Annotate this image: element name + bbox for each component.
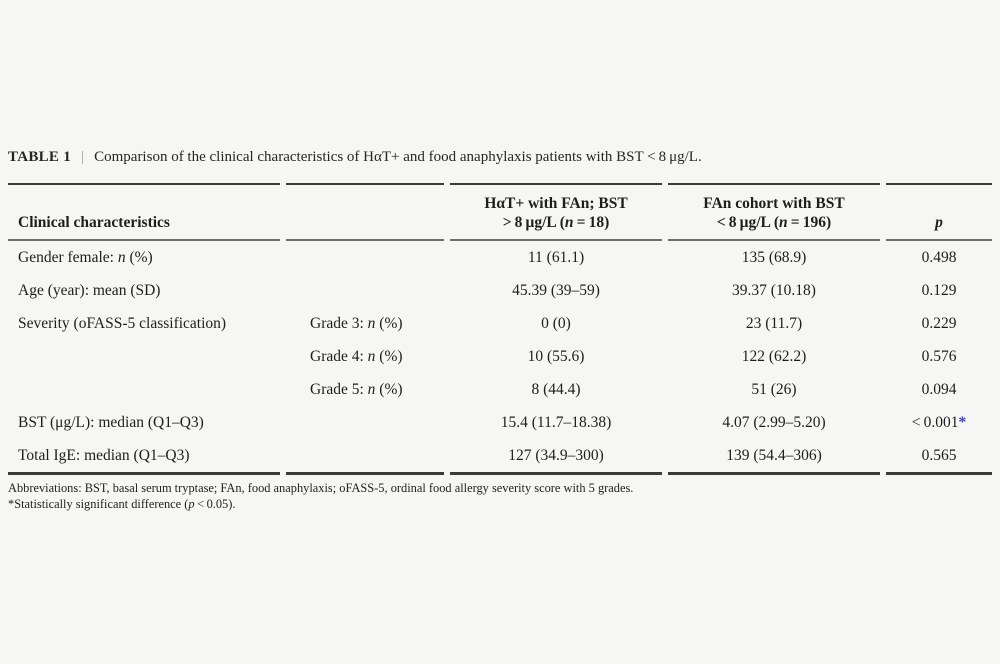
cell-fan: 135 (68.9) — [741, 249, 807, 266]
header-clinical-characteristics: Clinical characteristics — [8, 183, 280, 241]
table-row: Grade 4: n (%) 10 (55.6) 122 (62.2) 0.576 — [8, 340, 992, 373]
significance-star: * — [958, 414, 967, 431]
footnote-abbreviations: Abbreviations: BST, basal serum tryptase… — [8, 481, 634, 495]
header-subcategory-empty — [286, 183, 444, 241]
page: TABLE 1 | Comparison of the clinical chara… — [2, 147, 998, 512]
cell-label: Total IgE: median (Q1–Q3) — [8, 439, 280, 475]
cell-fan: 139 (54.4–306) — [668, 439, 880, 475]
cell-p: 0.576 — [921, 348, 957, 365]
table-body: Gender female: n (%) 11 (61.1) 135 (68.9) 0… — [8, 241, 992, 475]
cell-sub — [286, 439, 444, 475]
cell-hat: 11 (61.1) — [527, 249, 585, 266]
caption-text: Comparison of the clinical characteristi… — [94, 149, 702, 165]
table-number-label: TABLE 1 — [8, 149, 72, 165]
table-row: BST (μg/L): median (Q1–Q3) 15.4 (11.7–18.… — [8, 406, 992, 439]
cell-p: 0.229 — [921, 315, 957, 332]
cell-label — [8, 373, 280, 406]
cell-p: 0.565 — [886, 439, 992, 475]
cell-fan: 4.07 (2.99–5.20) — [722, 414, 826, 431]
cell-label: Age (year): mean (SD) — [18, 282, 161, 299]
cell-p: < 0.001* — [911, 414, 967, 431]
cell-label — [8, 340, 280, 373]
header-p-value: p — [886, 183, 992, 241]
cell-sub: Grade 3: n (%) — [310, 315, 403, 332]
cell-sub — [286, 406, 444, 439]
cell-sub: Grade 4: n (%) — [310, 348, 403, 365]
table-row: Gender female: n (%) 11 (61.1) 135 (68.9) 0… — [8, 241, 992, 274]
cell-label: Gender female: n (%) — [18, 249, 153, 266]
cell-label: Severity (oFASS-5 classification) — [18, 315, 227, 332]
cell-sub — [286, 241, 444, 274]
cell-fan: 122 (62.2) — [741, 348, 807, 365]
header-fan-cohort: FAn cohort with BST < 8 μg/L (n = 196) — [668, 183, 880, 241]
table-row: Age (year): mean (SD) 45.39 (39–59) 39.37 … — [8, 274, 992, 307]
cell-hat: 15.4 (11.7–18.38) — [500, 414, 612, 431]
cell-hat: 45.39 (39–59) — [512, 282, 600, 299]
footnotes: Abbreviations: BST, basal serum tryptase… — [8, 481, 992, 512]
cell-p: 0.129 — [921, 282, 957, 299]
cell-fan: 23 (11.7) — [745, 315, 803, 332]
caption-separator: | — [81, 149, 85, 165]
header-row: Clinical characteristics HαT+ with FAn; … — [8, 183, 992, 241]
cell-p: 0.094 — [921, 381, 957, 398]
table-caption: TABLE 1 | Comparison of the clinical chara… — [8, 147, 992, 167]
clinical-characteristics-table: Clinical characteristics HαT+ with FAn; … — [2, 183, 998, 475]
table-row: Severity (oFASS-5 classification) Grade 3… — [8, 307, 992, 340]
cell-hat: 127 (34.9–300) — [450, 439, 662, 475]
cell-p: 0.498 — [921, 249, 957, 266]
cell-hat: 10 (55.6) — [527, 348, 585, 365]
table-row: Total IgE: median (Q1–Q3) 127 (34.9–300) 1… — [8, 439, 992, 475]
table-row: Grade 5: n (%) 8 (44.4) 51 (26) 0.094 — [8, 373, 992, 406]
cell-fan: 39.37 (10.18) — [732, 282, 816, 299]
cell-label: BST (μg/L): median (Q1–Q3) — [18, 414, 204, 431]
cell-sub: Grade 5: n (%) — [310, 381, 403, 398]
header-hat-cohort: HαT+ with FAn; BST > 8 μg/L (n = 18) — [450, 183, 662, 241]
cell-sub — [286, 274, 444, 307]
cell-hat: 8 (44.4) — [531, 381, 581, 398]
cell-fan: 51 (26) — [751, 381, 797, 398]
cell-hat: 0 (0) — [541, 315, 571, 332]
footnote-significance: *Statistically significant difference (p… — [8, 496, 236, 511]
